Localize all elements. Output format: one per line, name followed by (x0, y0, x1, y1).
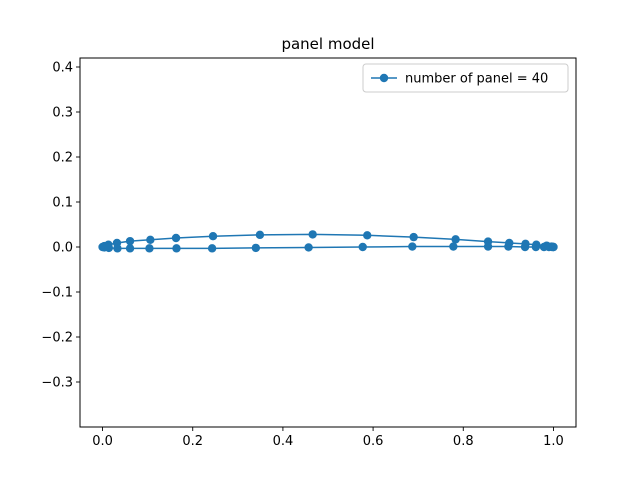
data-point (504, 242, 513, 251)
data-point (483, 242, 493, 251)
data-point (531, 242, 541, 252)
data-point (208, 232, 218, 241)
x-tick-label: 0.4 (273, 434, 294, 449)
axes-frame (79, 57, 577, 428)
data-point (549, 242, 558, 252)
data-point (207, 244, 217, 253)
data-point (146, 235, 155, 244)
y-tick-label: 0.0 (52, 241, 73, 256)
axes: 0.0 0.2 0.4 0.6 0.8 1.0 −0.3 −0.2 −0.1 0.0 0.1 0.2 0… (41, 57, 577, 449)
data-point (171, 233, 181, 243)
data-point (251, 243, 261, 253)
data-point (125, 236, 135, 246)
data-point (125, 244, 135, 253)
x-tick-label: 0.8 (453, 434, 474, 449)
data-point (363, 231, 372, 240)
x-tick-label: 0.2 (182, 434, 203, 449)
chart-title: panel model (281, 35, 374, 53)
data-point (449, 242, 458, 251)
data-point (520, 242, 530, 252)
data-point (408, 242, 417, 251)
data-point (172, 244, 181, 253)
data-point (104, 243, 114, 253)
plot-area (98, 230, 558, 253)
y-tick-label: 0.2 (52, 151, 73, 166)
legend-box (362, 63, 569, 93)
x-tick-label: 1.0 (543, 434, 564, 449)
x-tick-label: 0.0 (92, 434, 113, 449)
y-tick-label: 0.4 (52, 61, 73, 76)
data-point (304, 243, 313, 252)
y-tick-label: −0.1 (41, 286, 73, 301)
y-tick-label: −0.3 (41, 376, 73, 391)
legend: number of panel = 40 (362, 63, 569, 93)
data-point (451, 235, 460, 244)
data-point (409, 232, 418, 242)
data-point (145, 244, 154, 253)
data-point (113, 244, 122, 253)
y-tick-label: −0.2 (41, 331, 73, 346)
data-point (255, 230, 265, 240)
legend-label: number of panel = 40 (405, 72, 548, 87)
y-tick-label: 0.1 (52, 196, 73, 211)
y-tick-label: 0.3 (52, 106, 73, 121)
legend-marker-swatch (379, 73, 389, 83)
data-point (308, 230, 317, 239)
data-point (358, 242, 367, 252)
x-tick-label: 0.6 (363, 434, 384, 449)
